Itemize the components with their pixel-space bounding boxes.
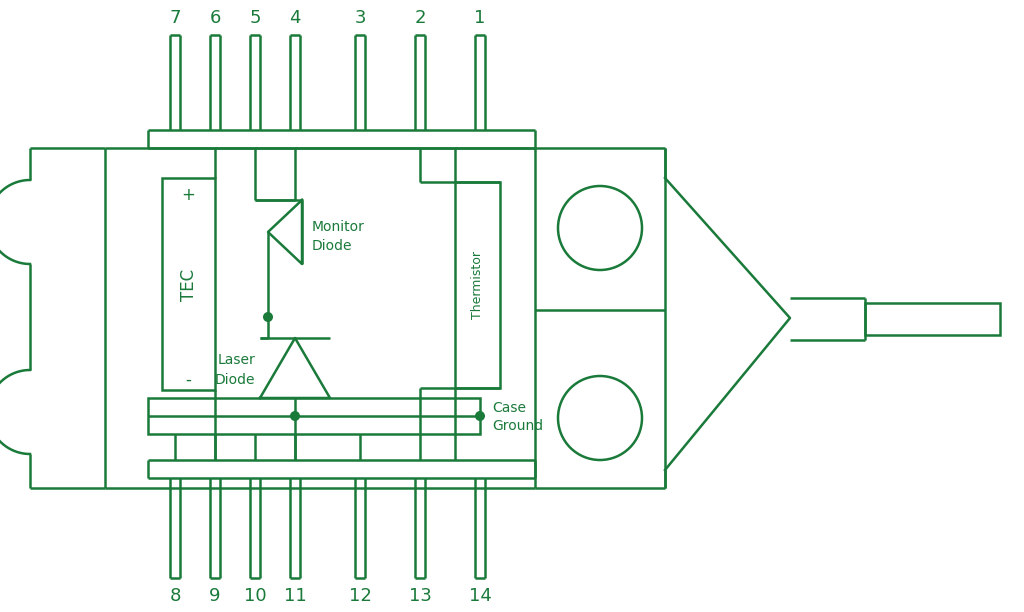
Text: Laser: Laser [217,353,255,367]
Text: Ground: Ground [492,419,543,433]
Bar [148,398,480,434]
Text: 8: 8 [169,587,180,605]
Text: 4: 4 [289,9,301,27]
Text: 3: 3 [354,9,366,27]
Text: 9: 9 [209,587,221,605]
Text: 11: 11 [284,587,306,605]
Text: Thermistor: Thermistor [471,251,484,319]
Bar [865,303,1000,335]
Text: +: + [181,186,196,204]
Text: 6: 6 [209,9,221,27]
Text: 7: 7 [169,9,181,27]
Text: 1: 1 [474,9,485,27]
Text: Monitor: Monitor [312,220,365,234]
Circle shape [475,411,485,421]
Text: 10: 10 [244,587,266,605]
Text: TEC: TEC [179,269,198,301]
Circle shape [263,312,273,322]
Text: Diode: Diode [312,239,352,253]
Text: 12: 12 [348,587,372,605]
Text: -: - [185,371,191,389]
Circle shape [290,411,300,421]
Bar [455,182,500,388]
Text: 13: 13 [409,587,431,605]
Text: 14: 14 [469,587,492,605]
Text: 5: 5 [249,9,261,27]
Bar [162,178,215,390]
Text: Case: Case [492,401,526,415]
Text: Diode: Diode [214,373,255,387]
Text: 2: 2 [415,9,426,27]
